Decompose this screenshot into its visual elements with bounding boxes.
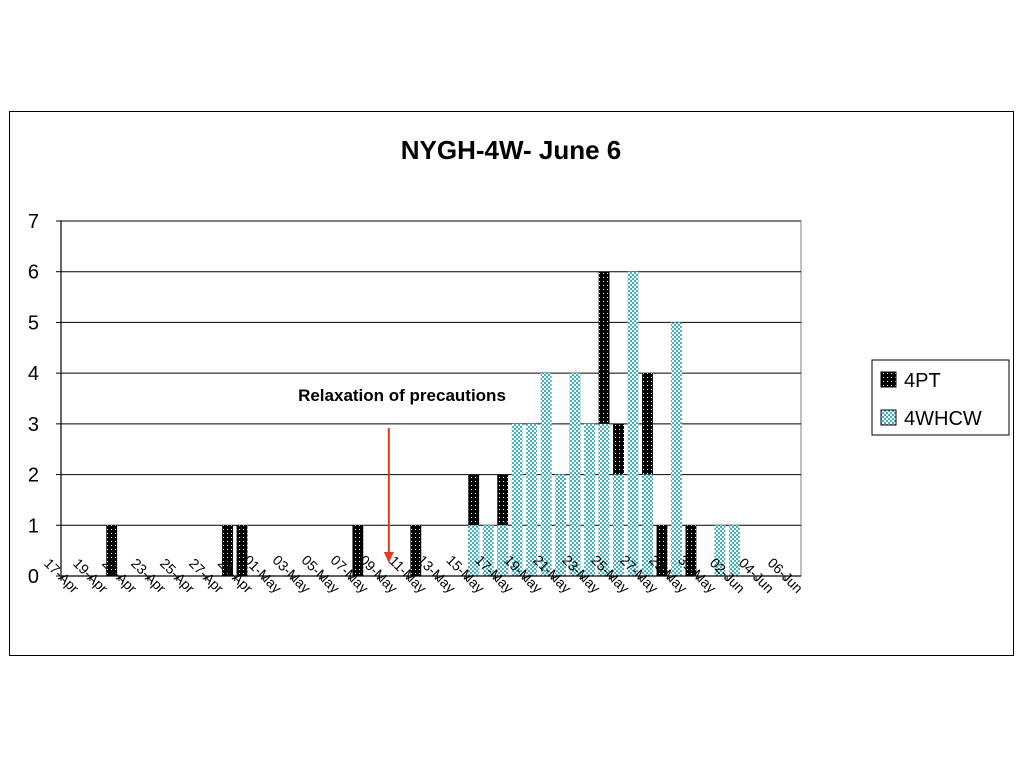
y-tick-label: 0: [28, 566, 39, 588]
legend-swatch-4whcw: [880, 409, 897, 426]
bar-4whcw: [569, 373, 581, 576]
bar-4pt: [642, 373, 653, 576]
bar-4whcw: [728, 525, 740, 576]
chart-canvas: NYGH-4W- June 6 0123456717-Apr19-Apr21-A…: [28, 135, 1010, 596]
bar-4whcw: [540, 373, 552, 576]
bar-4whcw: [497, 525, 509, 576]
bar-4whcw: [671, 322, 682, 576]
bar-4pt: [106, 525, 118, 576]
y-tick-label: 5: [28, 312, 39, 334]
bar-4pt: [410, 525, 422, 576]
y-tick-label: 1: [28, 515, 39, 537]
bar-4whcw: [642, 474, 653, 576]
bar-4whcw: [468, 525, 480, 576]
bar-4whcw: [584, 423, 596, 576]
bar-4whcw: [482, 525, 494, 576]
y-tick-label: 2: [28, 465, 39, 487]
bar-4whcw: [627, 271, 639, 576]
bar-4pt: [222, 525, 233, 576]
bar-4pt: [656, 525, 668, 576]
bar-4pt: [236, 525, 248, 576]
y-tick-label: 6: [28, 262, 39, 284]
bar-4pt: [352, 525, 364, 576]
y-tick-label: 4: [28, 363, 39, 385]
legend-label-4whcw: 4WHCW: [904, 408, 982, 430]
chart-frame: NYGH-4W- June 6 0 1 2 3 4 5 6 7 17-Apr 19-Apr 21-A…: [9, 111, 1014, 656]
bar-4whcw: [511, 423, 523, 576]
legend-swatch-4pt: [880, 371, 897, 388]
bar-4whcw: [526, 423, 538, 576]
annotation-arrow-head: [383, 552, 394, 563]
bar-4whcw: [714, 525, 726, 576]
chart-title: NYGH-4W- June 6: [401, 135, 622, 165]
bar-4whcw: [613, 474, 624, 576]
bar-4whcw: [598, 423, 610, 576]
annotation-text: Relaxation of precautions: [298, 386, 506, 405]
y-tick-label: 3: [28, 414, 39, 436]
bar-4whcw: [555, 474, 567, 576]
bar-4pt: [685, 525, 697, 576]
y-tick-label: 7: [28, 211, 39, 233]
legend-label-4pt: 4PT: [904, 370, 941, 392]
